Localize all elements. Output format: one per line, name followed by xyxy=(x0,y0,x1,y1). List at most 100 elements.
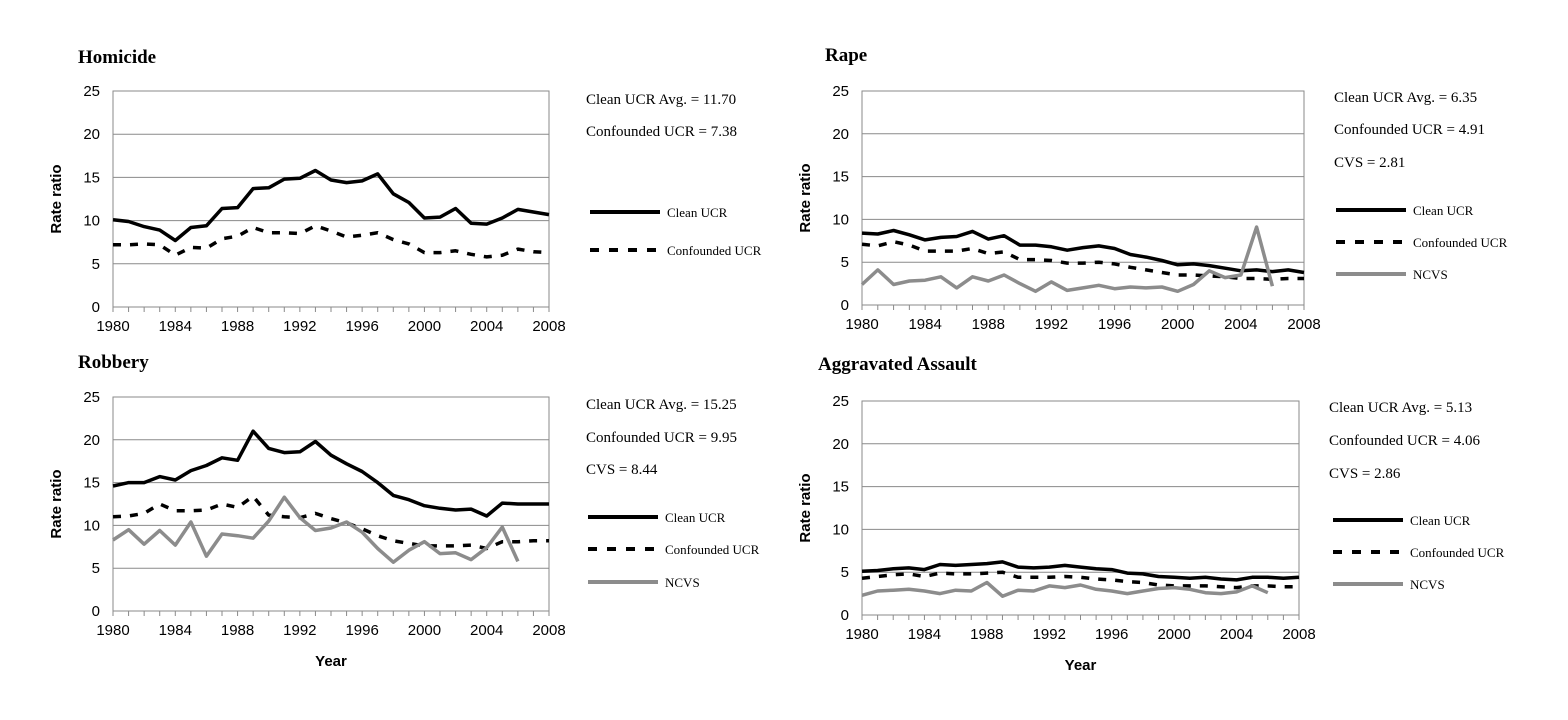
x-tick-label: 1980 xyxy=(845,316,878,333)
chart-rape: Rape 0 5 10 15 20 25 1980 1984 1988 1992 1996 2000 20… xyxy=(797,45,1508,333)
stat-text: Clean UCR Avg. = 11.70 xyxy=(586,92,736,108)
y-tick-label: 5 xyxy=(841,564,849,581)
x-tick-label: 2000 xyxy=(1161,316,1194,333)
x-tick-label: 2004 xyxy=(1224,316,1257,333)
y-axis-label: Rate ratio xyxy=(797,163,814,232)
chart-aggravated-assault: Aggravated Assault 0 5 10 15 20 25 1980 1984 1988… xyxy=(797,354,1505,674)
legend: Clean UCR Confounded UCR xyxy=(590,205,762,258)
y-tick-label: 0 xyxy=(92,603,100,620)
series-line-clean-ucr xyxy=(112,168,550,243)
x-tick-label: 2008 xyxy=(532,318,565,335)
legend-label: Clean UCR xyxy=(667,205,728,220)
x-tick-label: 2008 xyxy=(1282,626,1315,643)
y-tick-label: 0 xyxy=(841,297,849,314)
x-tick-label: 1984 xyxy=(159,622,192,639)
stat-text: CVS = 8.44 xyxy=(586,462,658,478)
y-tick-label: 10 xyxy=(832,521,849,538)
y-tick-label: 15 xyxy=(832,169,849,186)
stat-text: Clean UCR Avg. = 5.13 xyxy=(1329,400,1472,416)
legend-label: Clean UCR xyxy=(1410,513,1471,528)
legend-label: Confounded UCR xyxy=(1410,545,1505,560)
x-tick-label: 1988 xyxy=(970,626,1003,643)
series-line-clean-ucr xyxy=(861,560,1300,582)
x-tick-label: 2004 xyxy=(470,318,503,335)
series-line-clean-ucr xyxy=(861,228,1305,275)
stat-text: Confounded UCR = 7.38 xyxy=(586,124,737,140)
legend-label: Confounded UCR xyxy=(1413,235,1508,250)
legend: Clean UCR Confounded UCR NCVS xyxy=(1336,203,1508,282)
series-line-ncvs xyxy=(861,580,1269,598)
y-tick-label: 25 xyxy=(832,393,849,410)
stat-text: CVS = 2.86 xyxy=(1329,466,1401,482)
series-line-ncvs xyxy=(112,495,520,564)
y-tick-label: 20 xyxy=(832,126,849,143)
chart-homicide: Homicide 0 5 10 15 20 25 1980 1984 1988 1992 1996 20… xyxy=(48,47,762,335)
y-tick-label: 25 xyxy=(832,83,849,100)
x-tick-label: 2000 xyxy=(1157,626,1190,643)
stat-text: Confounded UCR = 9.95 xyxy=(586,430,737,446)
x-tick-label: 1996 xyxy=(1098,316,1131,333)
plot-area xyxy=(112,90,550,308)
x-tick-label: 2000 xyxy=(408,622,441,639)
y-tick-label: 10 xyxy=(83,213,100,230)
legend-label: NCVS xyxy=(665,575,700,590)
series-line-clean-ucr xyxy=(112,429,549,518)
x-tick-label: 1980 xyxy=(96,622,129,639)
chart-title: Robbery xyxy=(78,352,149,373)
plot-area xyxy=(861,90,1305,306)
stat-text: Clean UCR Avg. = 15.25 xyxy=(586,397,737,413)
y-tick-label: 10 xyxy=(83,517,100,534)
chart-title: Homicide xyxy=(78,47,156,68)
stat-text: Confounded UCR = 4.91 xyxy=(1334,122,1485,138)
plot-area xyxy=(861,400,1300,616)
x-tick-label: 1996 xyxy=(345,318,378,335)
legend: Clean UCR Confounded UCR NCVS xyxy=(588,510,760,590)
x-axis-label: Year xyxy=(315,653,347,670)
series-line-confounded-ucr xyxy=(113,224,550,259)
y-tick-label: 20 xyxy=(832,436,849,453)
legend-label: Clean UCR xyxy=(665,510,726,525)
legend-label: Confounded UCR xyxy=(665,542,760,557)
x-tick-label: 2004 xyxy=(470,622,503,639)
stat-text: Clean UCR Avg. = 6.35 xyxy=(1334,90,1477,106)
x-tick-label: 1980 xyxy=(845,626,878,643)
x-tick-label: 2004 xyxy=(1220,626,1253,643)
y-tick-label: 5 xyxy=(92,256,100,273)
series-line-ncvs xyxy=(860,225,1275,294)
chart-title: Rape xyxy=(825,45,867,66)
x-tick-label: 1988 xyxy=(221,622,254,639)
y-tick-label: 10 xyxy=(832,211,849,228)
y-tick-label: 0 xyxy=(841,607,849,624)
y-tick-label: 15 xyxy=(83,475,100,492)
x-tick-label: 1980 xyxy=(96,318,129,335)
y-tick-label: 5 xyxy=(92,560,100,577)
x-tick-label: 1984 xyxy=(908,316,941,333)
y-axis-label: Rate ratio xyxy=(797,473,814,542)
x-tick-label: 2008 xyxy=(1287,316,1320,333)
y-axis-label: Rate ratio xyxy=(48,469,65,538)
y-tick-label: 25 xyxy=(83,83,100,100)
chart-title: Aggravated Assault xyxy=(818,354,978,375)
x-tick-label: 1996 xyxy=(1095,626,1128,643)
y-tick-label: 5 xyxy=(841,254,849,271)
series-line-confounded-ucr xyxy=(861,570,1299,590)
chart-robbery: Robbery 0 5 10 15 20 25 1980 1984 1988 1992 1996 200… xyxy=(48,352,760,670)
x-tick-label: 1992 xyxy=(1033,626,1066,643)
x-tick-label: 1988 xyxy=(221,318,254,335)
x-tick-label: 1992 xyxy=(283,318,316,335)
y-tick-label: 0 xyxy=(92,299,100,316)
x-tick-label: 1984 xyxy=(908,626,941,643)
legend-label: Clean UCR xyxy=(1413,203,1474,218)
x-tick-label: 2008 xyxy=(532,622,565,639)
y-tick-label: 20 xyxy=(83,432,100,449)
stat-text: CVS = 2.81 xyxy=(1334,155,1405,171)
x-tick-label: 1992 xyxy=(1035,316,1068,333)
y-axis-label: Rate ratio xyxy=(48,164,65,233)
y-tick-label: 25 xyxy=(83,389,100,406)
legend-label: Confounded UCR xyxy=(667,243,762,258)
y-tick-label: 15 xyxy=(83,169,100,186)
legend-label: NCVS xyxy=(1410,577,1445,592)
legend: Clean UCR Confounded UCR NCVS xyxy=(1333,513,1505,592)
x-axis-label: Year xyxy=(1065,657,1097,674)
